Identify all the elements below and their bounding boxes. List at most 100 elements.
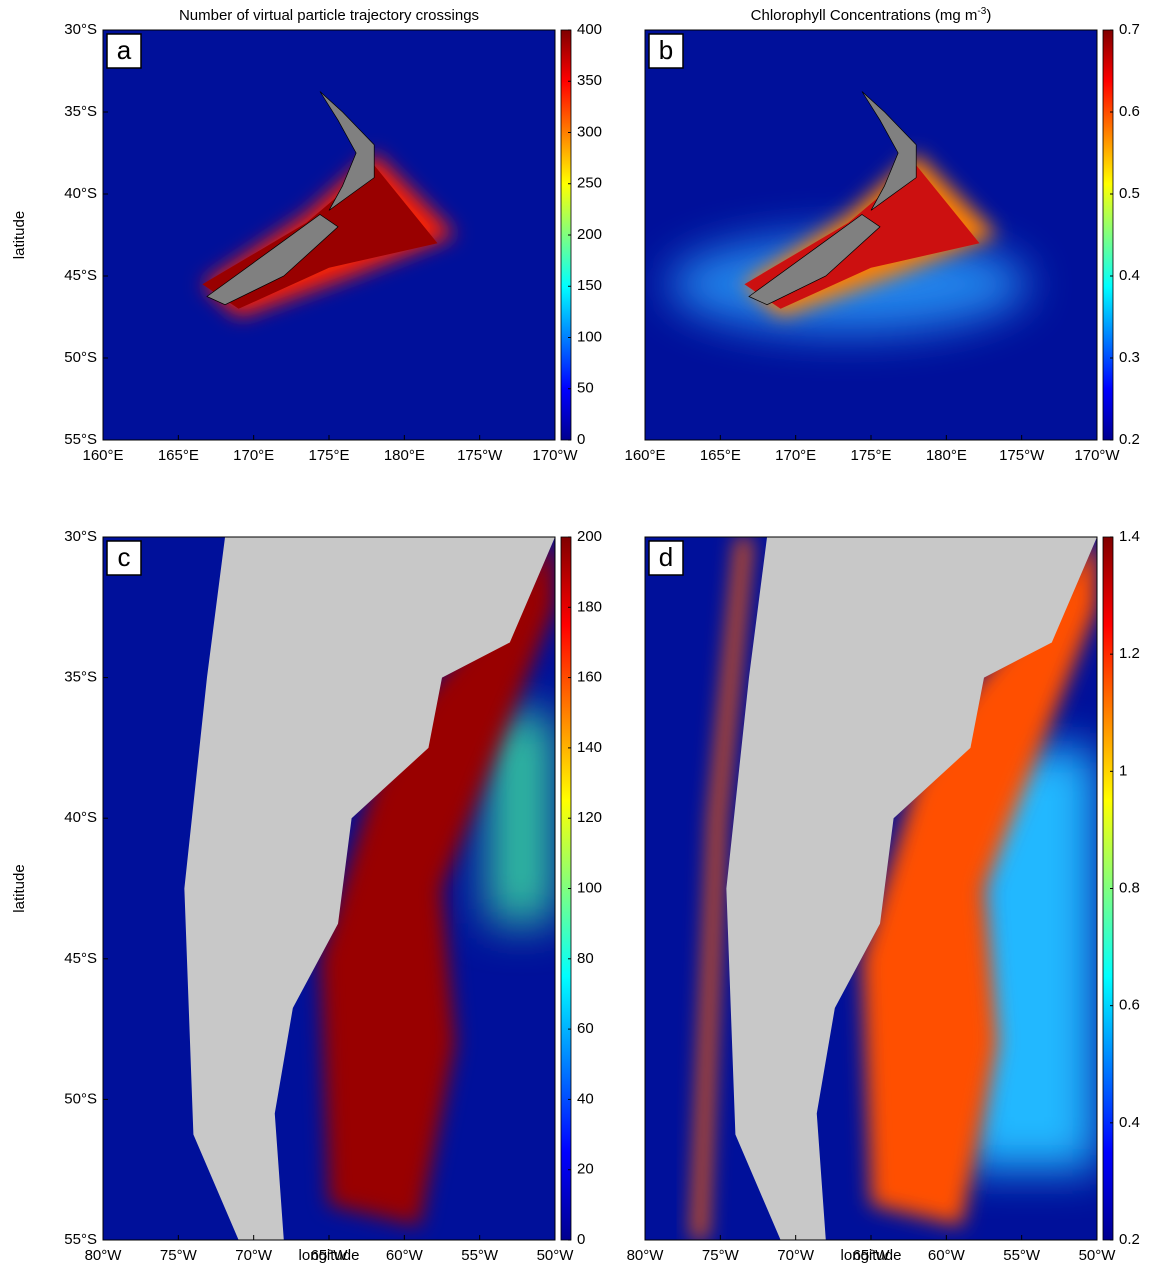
x-tick-label: 160°E <box>624 447 665 464</box>
colorbar-tick-label: 0.6 <box>1119 103 1140 120</box>
x-tick-label: 175°W <box>457 447 503 464</box>
x-tick-label: 75°W <box>702 1247 740 1264</box>
title-part: Chlorophyll Concentrations (mg m <box>751 7 978 24</box>
colorbar-tick-label: 0 <box>577 431 585 448</box>
colorbar-tick-label: 0.5 <box>1119 185 1140 202</box>
x-tick-label: 165°E <box>700 447 741 464</box>
panel-label-box <box>106 33 142 69</box>
colorbar-tick-label: 0.3 <box>1119 349 1140 366</box>
colorbar-tick-label: 0.2 <box>1119 431 1140 448</box>
x-tick-label: 70°W <box>235 1247 273 1264</box>
colorbar-tick-label: 200 <box>577 226 602 243</box>
panel-label-box <box>648 33 684 69</box>
y-tick-label: 40°S <box>64 809 97 826</box>
land <box>184 537 555 1240</box>
x-tick-label: 80°W <box>627 1247 665 1264</box>
x-tick-label: 170°W <box>532 447 578 464</box>
colorbar-tick-label: 0 <box>577 1231 585 1248</box>
colorbar-tick-label: 50 <box>577 380 594 397</box>
x-tick-label: 80°W <box>85 1247 123 1264</box>
x-tick-label: 175°E <box>308 447 349 464</box>
y-tick-label: 55°S <box>64 1231 97 1248</box>
title-part: Number of virtual particle trajectory cr… <box>179 7 479 24</box>
panel-label: a <box>117 35 132 65</box>
colorbar-tick-label: 1.4 <box>1119 528 1140 545</box>
colorbar <box>1102 29 1114 441</box>
panel-label-box <box>106 540 142 576</box>
colorbar-tick-label: 0.6 <box>1119 997 1140 1014</box>
y-tick-label: 30°S <box>64 21 97 38</box>
map-field <box>645 537 1097 1240</box>
x-tick-label: 60°W <box>386 1247 424 1264</box>
x-tick-label: 180°E <box>926 447 967 464</box>
colorbar-tick-label: 20 <box>577 1161 594 1178</box>
x-tick-label: 180°E <box>384 447 425 464</box>
x-tick-label: 55°W <box>461 1247 499 1264</box>
panel-label-box <box>648 540 684 576</box>
colorbar-tick-label: 250 <box>577 175 602 192</box>
x-tick-label: 75°W <box>160 1247 198 1264</box>
colorbar-tick-label: 400 <box>577 21 602 38</box>
x-tick-label: 175°E <box>850 447 891 464</box>
x-tick-label: 65°W <box>311 1247 349 1264</box>
title-part: ) <box>986 7 991 24</box>
y-tick-label: 35°S <box>64 669 97 686</box>
y-axis-label: latitude <box>11 864 28 912</box>
shelf <box>861 537 1097 1226</box>
panel-label: d <box>659 542 673 572</box>
colorbar-tick-label: 0.7 <box>1119 21 1140 38</box>
colorbar-tick-label: 140 <box>577 739 602 756</box>
x-tick-label: 50°W <box>537 1247 575 1264</box>
map-field <box>645 30 1097 440</box>
shelf <box>319 537 555 1226</box>
colorbar-tick-label: 0.8 <box>1119 879 1140 896</box>
x-tick-label: 55°W <box>1003 1247 1041 1264</box>
x-tick-label: 175°W <box>999 447 1045 464</box>
colorbar-tick-label: 60 <box>577 1020 594 1037</box>
x-tick-label: 170°W <box>1074 447 1120 464</box>
y-tick-label: 40°S <box>64 185 97 202</box>
x-tick-label: 70°W <box>777 1247 815 1264</box>
x-tick-label: 170°E <box>775 447 816 464</box>
y-tick-label: 50°S <box>64 349 97 366</box>
glow <box>487 712 555 924</box>
panel-label: c <box>118 542 131 572</box>
panel-title: Chlorophyll Concentrations (mg m-3) <box>751 6 992 24</box>
land <box>206 91 375 306</box>
colorbar-tick-label: 350 <box>577 72 602 89</box>
colorbar-tick-label: 0.2 <box>1119 1231 1140 1248</box>
y-tick-label: 45°S <box>64 950 97 967</box>
x-axis-label: longitude <box>299 1247 360 1264</box>
y-tick-label: 55°S <box>64 431 97 448</box>
colorbar-tick-label: 300 <box>577 123 602 140</box>
x-tick-label: 165°E <box>158 447 199 464</box>
x-tick-label: 170°E <box>233 447 274 464</box>
y-tick-label: 45°S <box>64 267 97 284</box>
colorbar-tick-label: 80 <box>577 950 594 967</box>
colorbar-tick-label: 150 <box>577 277 602 294</box>
colorbar-tick-label: 1.2 <box>1119 645 1140 662</box>
colorbar-tick-label: 120 <box>577 809 602 826</box>
colorbar-tick-label: 40 <box>577 1090 594 1107</box>
colorbar-tick-label: 200 <box>577 528 602 545</box>
colorbar-tick-label: 0.4 <box>1119 267 1140 284</box>
x-tick-label: 50°W <box>1079 1247 1117 1264</box>
map-field <box>103 30 555 440</box>
x-tick-label: 65°W <box>853 1247 891 1264</box>
y-axis-label: latitude <box>11 211 28 259</box>
colorbar-tick-label: 180 <box>577 598 602 615</box>
y-tick-label: 35°S <box>64 103 97 120</box>
land <box>748 91 917 306</box>
y-tick-label: 30°S <box>64 528 97 545</box>
panel-label: b <box>659 35 673 65</box>
coast-glow <box>692 537 752 1240</box>
colorbar-tick-label: 1 <box>1119 762 1127 779</box>
title-part: -3 <box>977 6 986 17</box>
x-tick-label: 160°E <box>82 447 123 464</box>
colorbar-tick-label: 100 <box>577 879 602 896</box>
panel-title: Number of virtual particle trajectory cr… <box>179 7 479 24</box>
colorbar-tick-label: 100 <box>577 328 602 345</box>
land <box>726 537 1097 1240</box>
y-tick-label: 50°S <box>64 1090 97 1107</box>
